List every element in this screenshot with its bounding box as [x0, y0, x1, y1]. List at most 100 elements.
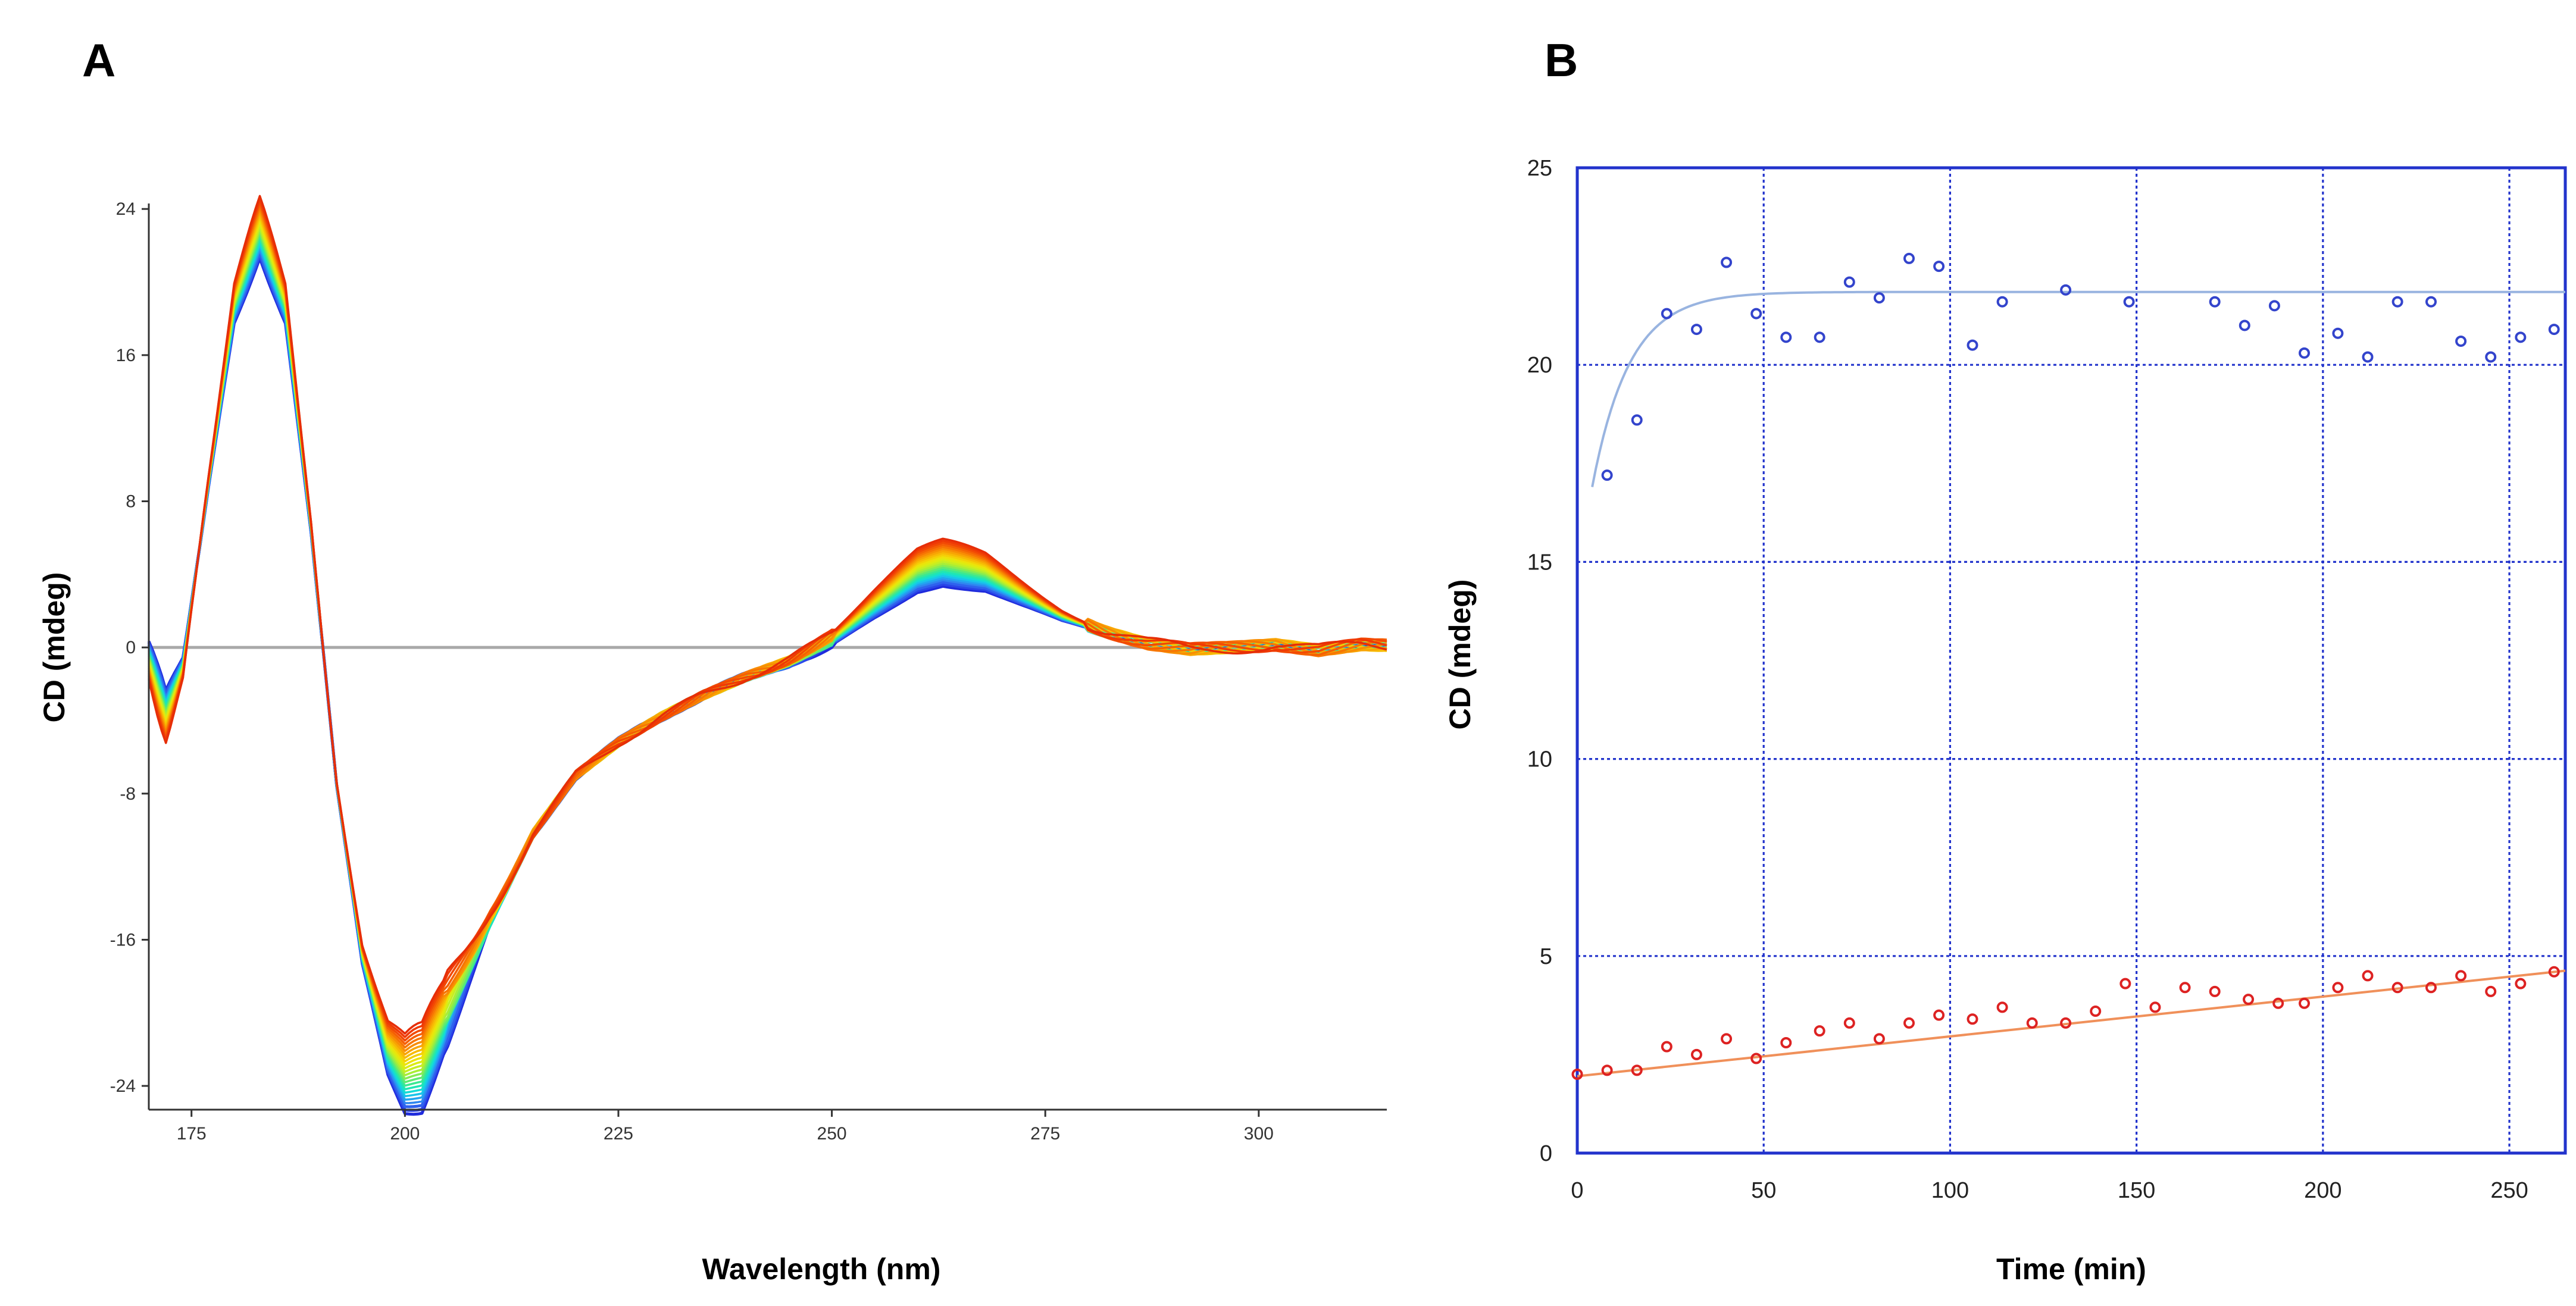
y-tick-label-24: 24: [116, 199, 136, 219]
x-tick-label-275: 275: [1030, 1124, 1060, 1144]
panel-b-ylabel: CD (mdeg): [1443, 580, 1477, 730]
red-point: [1661, 1041, 1672, 1053]
blue-point: [2209, 296, 2221, 308]
red-point: [2455, 970, 2467, 982]
spectrum-line-20: [148, 205, 1387, 1049]
spectrum-line-22: [148, 200, 1387, 1042]
panel-b-xlabel: Time (min): [1996, 1252, 2146, 1286]
blue-point: [1721, 256, 1733, 268]
blue-point: [2299, 347, 2311, 359]
spectrum-line-1: [147, 256, 1387, 1116]
blue-point: [1750, 308, 1762, 320]
spectrum-line-23: [148, 198, 1387, 1038]
blue-point: [1933, 261, 1945, 273]
b-y-tick-label-0: 0: [1540, 1141, 1552, 1166]
red-point: [2425, 982, 2437, 994]
blue-point: [2425, 296, 2437, 308]
blue-point: [1903, 252, 1915, 264]
red-point: [1996, 1001, 2008, 1013]
spectrum-line-19: [148, 208, 1387, 1053]
b-y-tick-label-25: 25: [1527, 156, 1552, 181]
panel-a-xlabel: Wavelength (nm): [702, 1252, 941, 1286]
red-point: [2060, 1017, 2072, 1029]
spectrum-line-18: [148, 211, 1387, 1056]
red-point: [1903, 1017, 1915, 1029]
x-tick-label-225: 225: [604, 1124, 633, 1144]
spectrum-line-24: [148, 195, 1387, 1035]
blue-point: [1631, 414, 1643, 426]
red-point: [2179, 982, 2191, 994]
red-point: [2149, 1001, 2161, 1013]
blue-point: [1601, 469, 1613, 481]
b-y-tick-label-10: 10: [1527, 747, 1552, 772]
red-point: [2243, 994, 2255, 1006]
spectrum-line-10: [148, 233, 1387, 1083]
red-point: [1873, 1033, 1885, 1045]
blue-point: [2391, 296, 2403, 308]
b-y-tick-label-5: 5: [1540, 944, 1552, 969]
blue-point: [2060, 284, 2072, 296]
red-point: [1721, 1033, 1733, 1045]
y-tick-label-16: 16: [116, 346, 136, 365]
red-point: [2119, 978, 2131, 989]
blue-point: [1780, 331, 1792, 343]
red-point: [1843, 1017, 1855, 1029]
blue-point: [1814, 331, 1825, 343]
red-point: [2272, 997, 2284, 1009]
red-point: [1631, 1064, 1643, 1076]
plot-frame: [1575, 166, 2567, 1155]
red-point: [2209, 985, 2221, 997]
b-y-tick-label-20: 20: [1527, 353, 1552, 378]
blue-point: [2485, 351, 2497, 363]
spectrum-line-2: [147, 253, 1387, 1112]
y-tick-label-8: 8: [126, 492, 136, 512]
y-tick-label--8: -8: [120, 784, 136, 804]
y-tick-label--24: -24: [110, 1076, 136, 1096]
b-x-tick-label-250: 250: [2490, 1178, 2528, 1203]
red-point: [2332, 982, 2344, 994]
red-point: [1690, 1048, 1702, 1060]
b-y-tick-label-15: 15: [1527, 550, 1552, 575]
red-point: [1571, 1069, 1583, 1080]
blue-point: [1996, 296, 2008, 308]
red-point: [2515, 978, 2527, 989]
blue-point: [2123, 296, 2135, 308]
y-tick-label--16: -16: [110, 930, 136, 950]
spectrum-line-4: [148, 249, 1387, 1104]
spectrum-line-3: [147, 251, 1387, 1108]
red-point: [1967, 1013, 1978, 1025]
blue-point: [2362, 351, 2374, 363]
red-point: [1780, 1037, 1792, 1049]
spectrum-line-21: [148, 203, 1387, 1045]
x-tick-label-175: 175: [177, 1124, 207, 1144]
b-x-tick-label-100: 100: [1931, 1178, 1969, 1203]
spectrum-line-17: [148, 214, 1387, 1059]
b-x-tick-label-150: 150: [2118, 1178, 2155, 1203]
panel-b-label: B: [1545, 34, 1578, 86]
b-x-tick-label-50: 50: [1751, 1178, 1776, 1203]
blue-point: [1843, 276, 1855, 288]
red-point: [2391, 982, 2403, 994]
panel-a-plot-area: 24 16 8 0 -8 -16 -24 175 200 225 250 275 300: [110, 195, 1387, 1144]
spectrum-line-9: [148, 235, 1387, 1087]
blue-point: [2515, 331, 2527, 343]
blue-point: [1690, 324, 1702, 336]
red-point: [1750, 1053, 1762, 1064]
red-point: [2548, 966, 2560, 978]
x-tick-label-300: 300: [1244, 1124, 1274, 1144]
red-point: [1601, 1064, 1613, 1076]
spectrum-line-16: [148, 216, 1387, 1063]
red-point: [1933, 1009, 1945, 1021]
red-point: [2026, 1017, 2038, 1029]
blue-point: [2332, 327, 2344, 339]
red-point: [2299, 997, 2311, 1009]
blue-point: [1967, 339, 1978, 351]
b-x-tick-label-0: 0: [1571, 1178, 1583, 1203]
blue-point: [1661, 308, 1672, 320]
x-tick-label-250: 250: [817, 1124, 847, 1144]
blue-point: [2455, 335, 2467, 347]
red-point: [2362, 970, 2374, 982]
